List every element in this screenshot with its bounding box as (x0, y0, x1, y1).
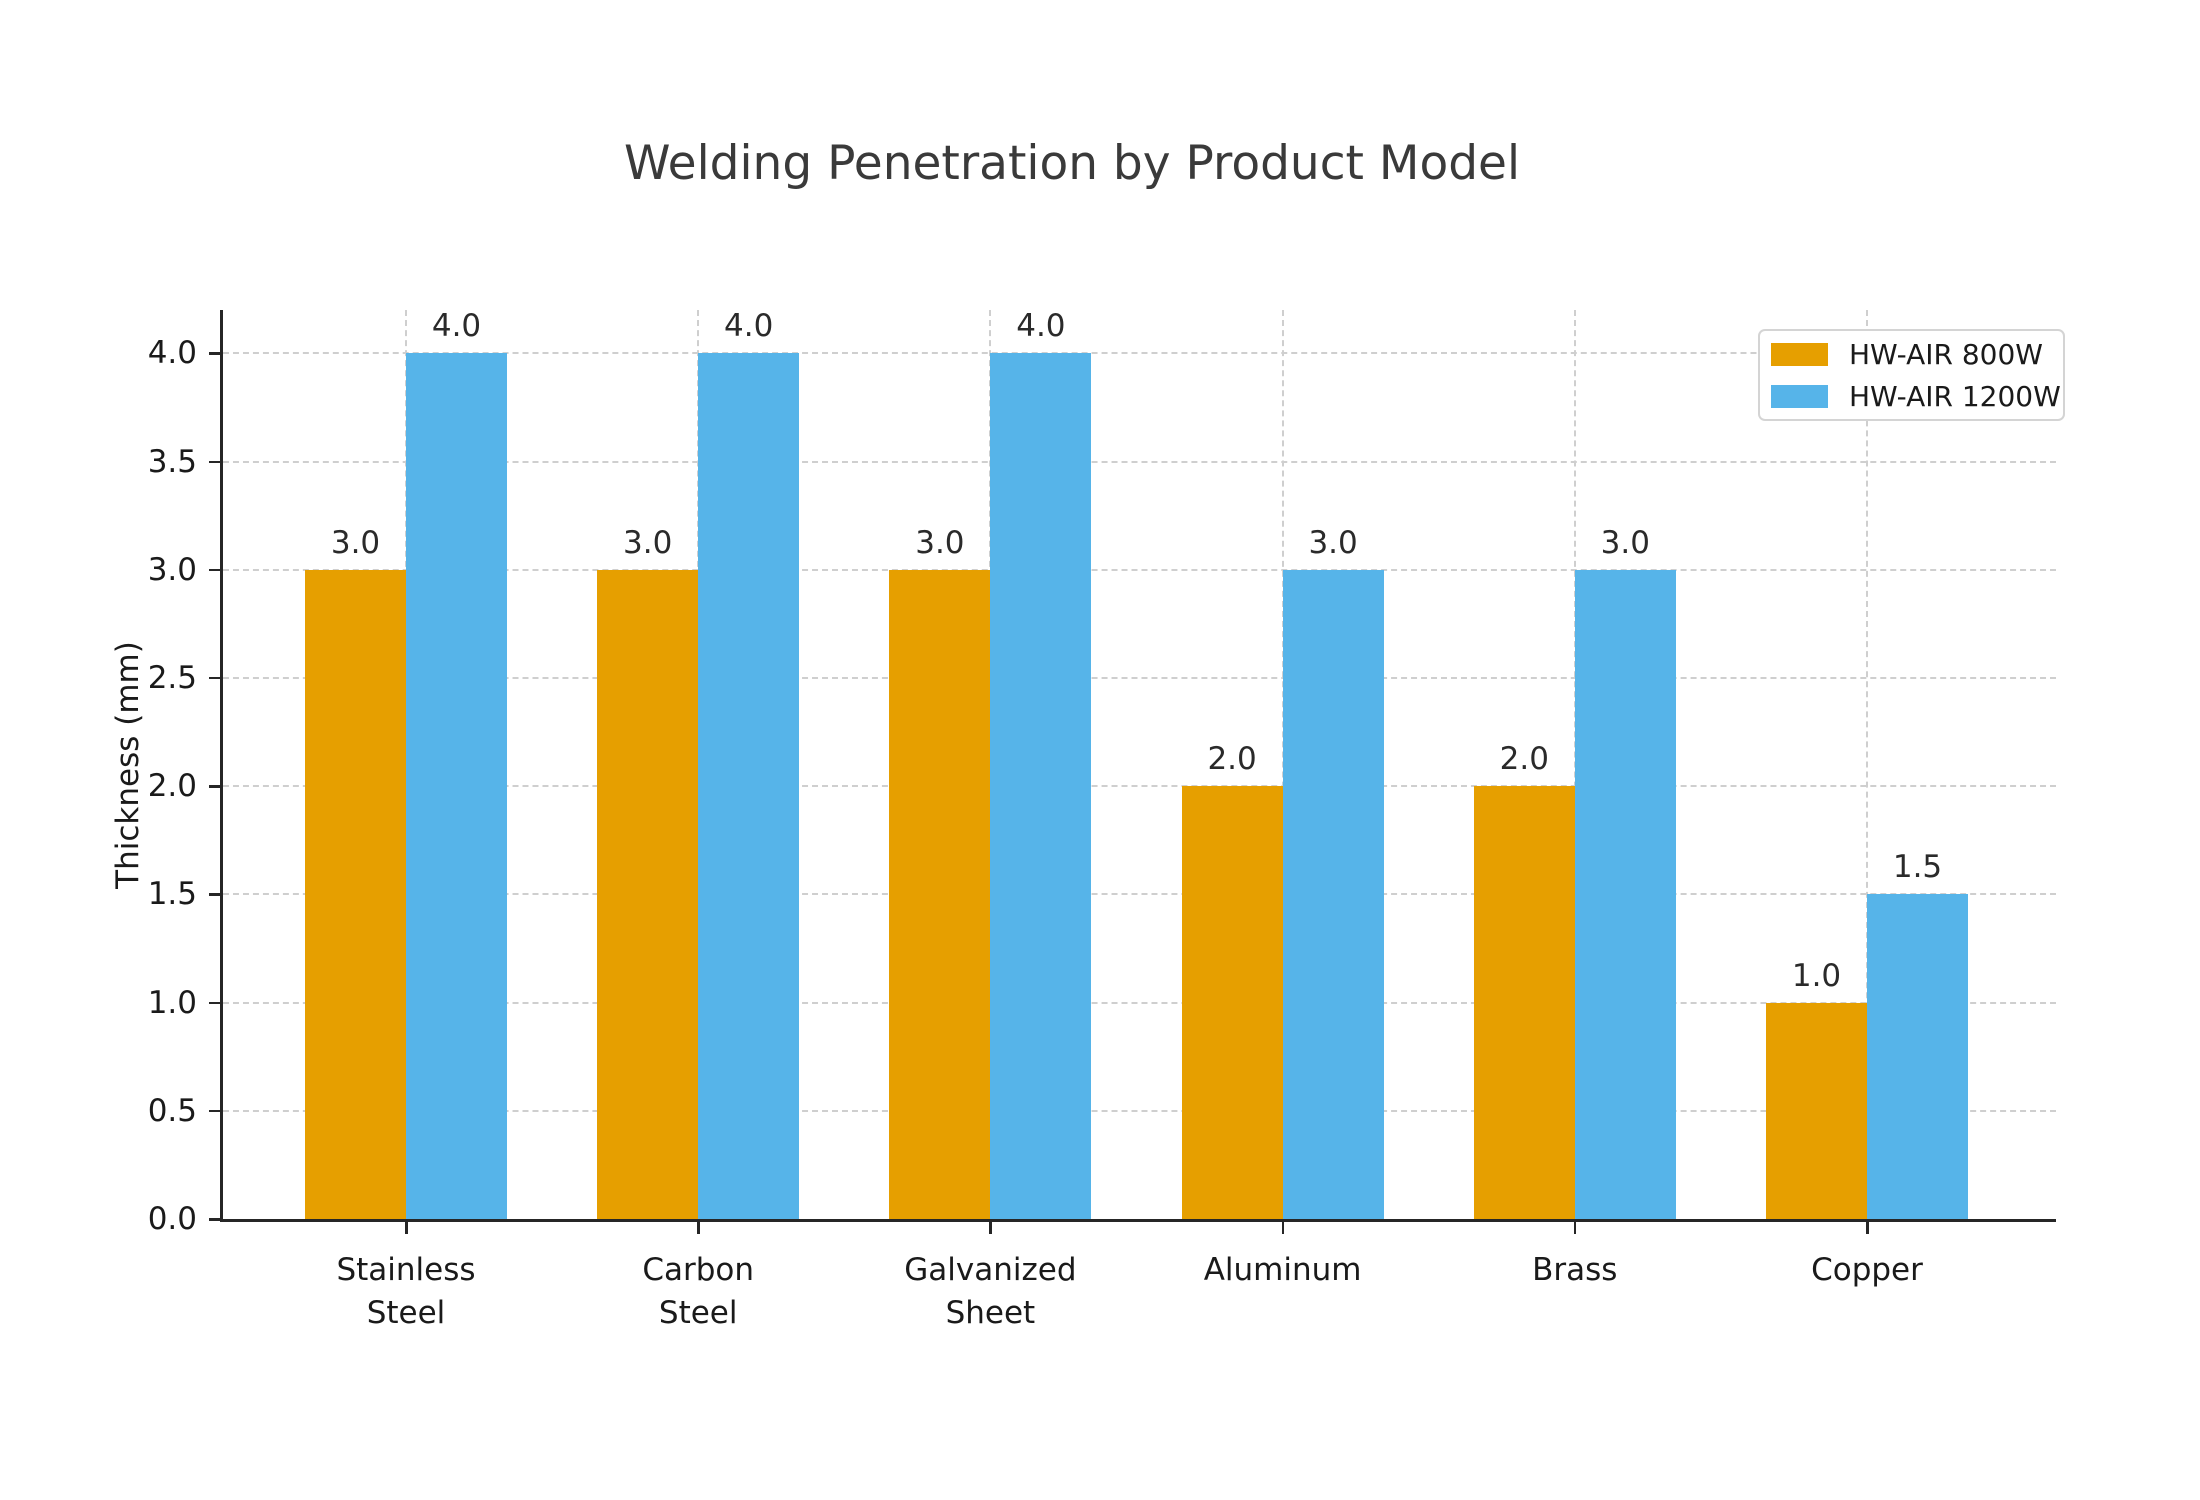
bar-value-label: 1.0 (1791, 957, 1842, 994)
gridline-horizontal (223, 1001, 2056, 1004)
bar-value-label: 3.0 (1600, 524, 1650, 561)
bar (1282, 569, 1384, 1219)
bar-value-label: 3.0 (1308, 524, 1358, 561)
bar (1766, 1002, 1867, 1219)
x-tick-label: Aluminum (1203, 1252, 1362, 1288)
legend-label: HW-AIR 1200W (1849, 379, 2061, 413)
y-tick-label: 1.5 (147, 876, 197, 913)
legend-item: HW-AIR 1200W (1771, 380, 2063, 413)
x-tick-label: Carbon Steel (642, 1252, 755, 1331)
bar-value-label: 4.0 (1016, 308, 1066, 345)
gridline-horizontal (223, 568, 2056, 571)
gridline-horizontal (223, 1109, 2056, 1112)
legend-swatch (1771, 342, 1828, 366)
x-tick (1281, 1222, 1285, 1234)
y-tick-label: 2.0 (147, 768, 197, 805)
bar (990, 353, 1092, 1219)
x-tick-label: Galvanized Sheet (904, 1252, 1077, 1331)
gridline-horizontal (223, 893, 2056, 896)
bar (597, 569, 699, 1219)
y-tick (209, 1218, 221, 1221)
y-tick-label: 4.0 (147, 335, 197, 372)
gridline-horizontal (223, 785, 2056, 788)
bar-value-label: 3.0 (915, 524, 965, 561)
y-axis-spine (220, 310, 223, 1222)
x-tick (1573, 1222, 1577, 1234)
gridline-vertical (1866, 310, 1868, 1219)
bar (305, 569, 406, 1219)
y-tick (209, 893, 221, 896)
bar (1867, 894, 1968, 1219)
bar (698, 353, 800, 1219)
bar-value-label: 4.0 (431, 308, 482, 345)
y-tick-label: 0.5 (147, 1092, 197, 1129)
y-tick (209, 676, 221, 680)
y-tick-label: 0.0 (147, 1201, 197, 1237)
legend: HW-AIR 800W HW-AIR 1200W (1758, 329, 2065, 421)
x-tick (405, 1222, 408, 1234)
bar-value-label: 1.5 (1892, 849, 1943, 886)
legend-label: HW-AIR 800W (1849, 337, 2043, 371)
y-tick (209, 352, 221, 355)
y-tick-label: 3.0 (147, 551, 197, 588)
bar-value-label: 3.0 (330, 524, 381, 561)
y-tick (209, 1001, 221, 1005)
x-tick (989, 1222, 992, 1234)
y-tick (209, 460, 221, 463)
x-tick (1866, 1222, 1869, 1234)
bar-value-label: 3.0 (623, 524, 673, 561)
legend-swatch (1771, 384, 1828, 408)
y-tick-label: 2.5 (147, 659, 197, 696)
x-tick (697, 1222, 700, 1234)
gridline-horizontal (223, 352, 2056, 355)
bar (1473, 786, 1575, 1219)
y-tick-label: 1.0 (147, 984, 197, 1021)
y-tick (209, 785, 221, 788)
chart-title: Welding Penetration by Product Model (623, 136, 1521, 191)
y-tick-label: 3.5 (147, 443, 197, 480)
bar (1181, 786, 1283, 1219)
x-axis-spine (220, 1219, 2056, 1222)
bar (889, 569, 991, 1219)
gridline-horizontal (223, 460, 2056, 463)
y-tick (209, 1109, 221, 1113)
bar (1574, 569, 1676, 1219)
bar-value-label: 2.0 (1499, 741, 1549, 778)
bar-value-label: 2.0 (1207, 741, 1257, 778)
y-tick (209, 568, 221, 572)
x-tick-label: Stainless Steel (336, 1252, 476, 1331)
x-tick-label: Copper (1811, 1252, 1923, 1288)
bar (406, 353, 507, 1219)
bar-value-label: 4.0 (724, 308, 774, 345)
x-tick-label: Brass (1532, 1252, 1618, 1288)
legend-item: HW-AIR 800W (1771, 338, 2063, 371)
gridline-horizontal (223, 676, 2056, 679)
